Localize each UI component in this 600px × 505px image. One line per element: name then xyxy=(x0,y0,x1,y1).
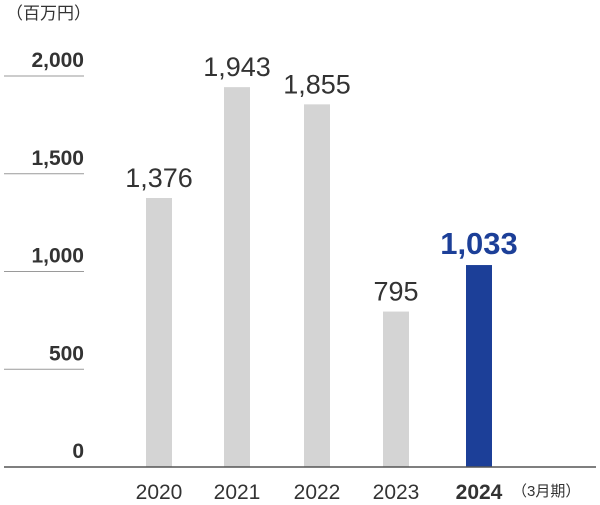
data-label-2021: 1,943 xyxy=(203,52,271,82)
x-axis-ticks: 2020 2021 2022 2023 2024 xyxy=(136,481,503,504)
bar-2024 xyxy=(466,265,492,467)
bars xyxy=(146,87,492,468)
bar-2022 xyxy=(304,104,330,467)
bar-2023 xyxy=(383,311,409,467)
x-tick-label-2021: 2021 xyxy=(214,481,261,504)
bar-2021 xyxy=(224,87,250,468)
y-tick-label: 0 xyxy=(72,440,84,463)
data-label-2020: 1,376 xyxy=(125,163,193,193)
x-tick-label-2024: 2024 xyxy=(456,481,503,504)
gridlines xyxy=(4,75,84,370)
y-tick-label: 1,500 xyxy=(31,147,84,170)
y-tick-label: 2,000 xyxy=(31,49,84,72)
data-label-2024: 1,033 xyxy=(440,226,518,261)
bar-2020 xyxy=(146,197,172,467)
data-labels: 1,376 1,943 1,855 795 1,033 xyxy=(125,52,518,306)
y-tick-label: 500 xyxy=(49,342,84,365)
unit-label: （百万円） xyxy=(6,4,91,23)
data-label-2023: 795 xyxy=(373,277,418,307)
period-label: （3月期） xyxy=(512,483,580,500)
y-tick-label: 1,000 xyxy=(31,245,84,268)
x-tick-label-2020: 2020 xyxy=(136,481,183,504)
x-tick-label-2022: 2022 xyxy=(294,481,341,504)
x-tick-label-2023: 2023 xyxy=(373,481,420,504)
y-axis-ticks: 0 500 1,000 1,500 2,000 xyxy=(31,49,84,463)
data-label-2022: 1,855 xyxy=(283,69,351,99)
